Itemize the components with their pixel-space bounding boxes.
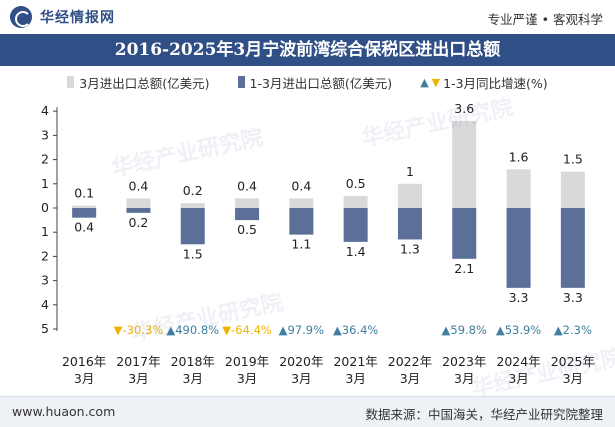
bar-march-total [72,205,97,208]
bar-march-total [506,169,531,208]
bar-q1-total [560,208,585,288]
y-tick-label: 4 [41,103,49,118]
footer: www.huaon.com 数据来源：中国海关，华经产业研究院整理 [0,396,615,427]
x-tick-label-month: 3月 [400,371,420,386]
data-label-march-total: 0.4 [237,178,257,193]
x-tick-label-month: 3月 [345,371,365,386]
top-bar: 华经情报网 专业严谨 • 客观科学 [0,0,615,34]
bar-march-total [180,203,205,208]
y-tick-label: 2 [41,248,49,263]
data-label-march-total: 3.6 [454,101,474,116]
data-label-march-total: 1.6 [509,149,529,164]
y-tick-label: 3 [41,127,49,142]
y-tick-label: 0 [41,200,49,215]
data-label-q1-total: 0.5 [237,222,257,237]
bar-q1-total [72,208,97,218]
bar-march-total [452,120,477,208]
x-tick-label-year: 2023年 [442,354,486,369]
brand-name: 华经情报网 [40,10,115,26]
growth-label: ▲97.9% [279,323,324,337]
brand-logo-icon [10,6,32,28]
y-tick-label: 5 [41,321,49,336]
bar-march-total [343,195,368,208]
growth-label: ▲2.3% [554,323,592,337]
data-label-q1-total: 1.1 [291,237,311,252]
legend-item-march-total: 3月进出口总额(亿美元) [67,73,210,92]
y-tick-label: 1 [41,224,49,239]
footer-url[interactable]: www.huaon.com [12,404,116,419]
data-label-q1-total: 0.2 [129,215,149,230]
x-tick-label-year: 2020年 [279,354,323,369]
x-tick-label-year: 2019年 [225,354,269,369]
bar-march-total [560,171,585,208]
brand[interactable]: 华经情报网 [10,6,115,28]
legend-label-march-total: 3月进出口总额(亿美元) [79,75,210,91]
data-label-march-total: 0.2 [183,183,203,198]
bar-q1-total [506,208,531,288]
data-label-q1-total: 1.4 [346,244,366,259]
triangle-down-icon: ▼ [431,75,441,89]
data-label-q1-total: 3.3 [509,290,529,305]
legend-swatch-march-total [67,76,75,88]
legend-swatch-q1-total [237,76,245,88]
x-tick-label-month: 3月 [183,371,203,386]
data-label-march-total: 1 [406,164,414,179]
x-tick-label-year: 2016年 [62,354,106,369]
bar-q1-total [126,208,151,213]
y-tick-label: 4 [41,297,49,312]
growth-label: ▲490.8% [166,323,219,337]
data-label-q1-total: 3.3 [563,290,583,305]
slogan: 专业严谨 • 客观科学 [487,12,603,27]
x-tick-label-month: 3月 [291,371,311,386]
x-tick-label-month: 3月 [128,371,148,386]
x-tick-label-month: 3月 [563,371,583,386]
bar-march-total [289,198,314,208]
data-label-q1-total: 1.5 [183,246,203,261]
y-tick-label: 3 [41,273,49,288]
bar-march-total [126,198,151,208]
x-tick-label-year: 2022年 [388,354,432,369]
x-tick-label-year: 2025年 [551,354,595,369]
data-label-march-total: 0.4 [129,178,149,193]
legend-label-growth: 1-3月同比增速(%) [443,75,548,91]
legend-item-q1-total: 1-3月进出口总额(亿美元) [237,73,393,92]
x-tick-label-month: 3月 [237,371,257,386]
data-label-q1-total: 0.4 [74,220,94,235]
data-label-q1-total: 2.1 [454,261,474,276]
bar-q1-total [397,208,422,240]
x-tick-label-year: 2024年 [496,354,540,369]
bar-march-total [397,183,422,208]
bar-march-total [235,198,260,208]
data-label-q1-total: 1.3 [400,241,420,256]
legend: 3月进出口总额(亿美元) 1-3月进出口总额(亿美元) ▲ ▼ 1-3月同比增速… [0,72,615,92]
bar-q1-total [180,208,205,245]
triangle-up-icon: ▲ [420,75,429,89]
growth-label: ▼-30.3% [114,323,164,337]
data-label-march-total: 0.5 [346,176,366,191]
x-tick-label-month: 3月 [508,371,528,386]
bar-q1-total [289,208,314,235]
x-tick-label-month: 3月 [74,371,94,386]
legend-item-growth: ▲ ▼ 1-3月同比增速(%) [420,73,548,92]
data-label-march-total: 0.1 [74,186,94,201]
growth-label: ▲36.4% [333,323,378,337]
bar-q1-total [343,208,368,242]
footer-source: 数据来源：中国海关，华经产业研究院整理 [365,407,603,422]
x-tick-label-year: 2017年 [116,354,160,369]
x-tick-label-year: 2021年 [333,354,377,369]
y-tick-label: 2 [41,152,49,167]
legend-label-q1-total: 1-3月进出口总额(亿美元) [249,75,393,91]
data-label-march-total: 1.5 [563,152,583,167]
growth-label: ▲53.9% [496,323,541,337]
bar-q1-total [452,208,477,259]
growth-label: ▼-64.4% [222,323,272,337]
growth-label: ▲59.8% [442,323,487,337]
bar-q1-total [235,208,260,221]
chart-title: 2016-2025年3月宁波前湾综合保税区进出口总额 [0,34,615,66]
chart-plot: 4 3 2 1 0 1 2 3 4 5 0.1 0.4 2016年 3月 0.4 0.2 ▼-30.3% 2017… [41,101,595,386]
data-label-march-total: 0.4 [291,178,311,193]
y-tick-label: 1 [41,176,49,191]
x-tick-label-month: 3月 [454,371,474,386]
x-tick-label-year: 2018年 [171,354,215,369]
